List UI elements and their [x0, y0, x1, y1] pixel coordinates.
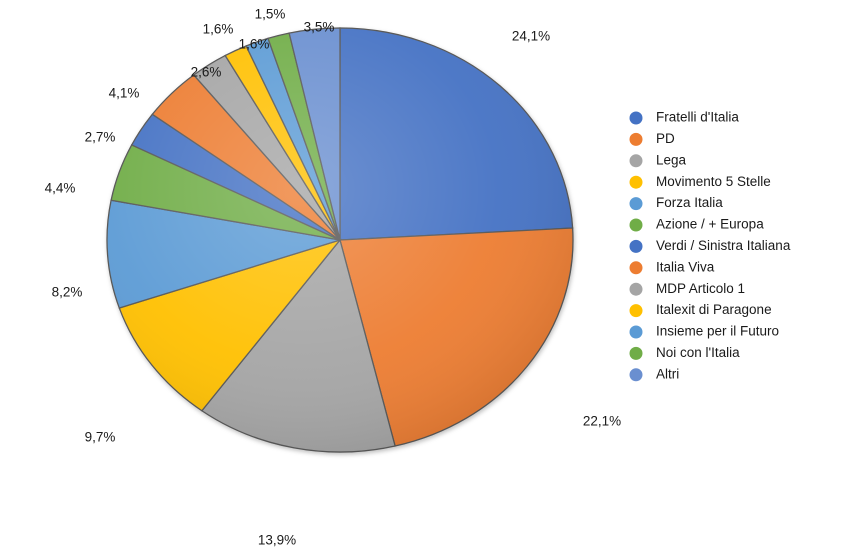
legend-label-6: Azione / + Europa [656, 217, 764, 232]
legend: Fratelli d'Italia PD Lega Movimento 5 Stell… [629, 110, 791, 382]
legend-label-4: Movimento 5 Stelle [656, 174, 771, 189]
legend-marker-8 [629, 261, 643, 275]
legend-label-8: Italia Viva [656, 259, 715, 274]
legend-label-2: PD [656, 131, 675, 146]
legend-marker-1 [629, 111, 643, 125]
pie-shading [107, 28, 573, 452]
pie-highlight [107, 28, 573, 452]
legend-label-5: Forza Italia [656, 195, 723, 210]
data-label-11: 1,6% [239, 37, 270, 52]
legend-marker-2 [629, 132, 643, 146]
legend-label-11: Insieme per il Futuro [656, 324, 779, 339]
data-label-8: 4,1% [109, 86, 140, 101]
legend-marker-5 [629, 197, 643, 211]
legend-label-3: Lega [656, 152, 687, 167]
legend-marker-11 [629, 325, 643, 339]
data-label-3: 13,9% [258, 533, 296, 548]
legend-marker-4 [629, 175, 643, 189]
data-label-7: 2,7% [85, 130, 116, 145]
data-label-2: 22,1% [583, 414, 621, 429]
legend-marker-12 [629, 346, 643, 360]
legend-label-9: MDP Articolo 1 [656, 281, 745, 296]
legend-label-10: Italexit di Paragone [656, 302, 772, 317]
data-label-6: 4,4% [45, 181, 76, 196]
data-label-1: 24,1% [512, 29, 550, 44]
legend-marker-10 [629, 304, 643, 318]
legend-label-12: Noi con l'Italia [656, 345, 740, 360]
data-label-4: 9,7% [85, 430, 116, 445]
legend-label-1: Fratelli d'Italia [656, 110, 739, 125]
legend-marker-6 [629, 218, 643, 232]
legend-label-13: Altri [656, 366, 679, 381]
data-label-12: 1,5% [255, 7, 286, 22]
legend-label-7: Verdi / Sinistra Italiana [656, 238, 791, 253]
data-label-5: 8,2% [52, 285, 83, 300]
data-labels: 24,1% 22,1% 13,9% 9,7% 8,2% 4,4% 2,7% 4,1% 2,6% 1… [45, 7, 622, 548]
data-label-9: 2,6% [191, 65, 222, 80]
legend-marker-3 [629, 154, 643, 168]
data-label-13: 3,5% [304, 20, 335, 35]
legend-marker-7 [629, 239, 643, 253]
legend-marker-9 [629, 282, 643, 296]
legend-marker-13 [629, 368, 643, 382]
data-label-10: 1,6% [203, 22, 234, 37]
